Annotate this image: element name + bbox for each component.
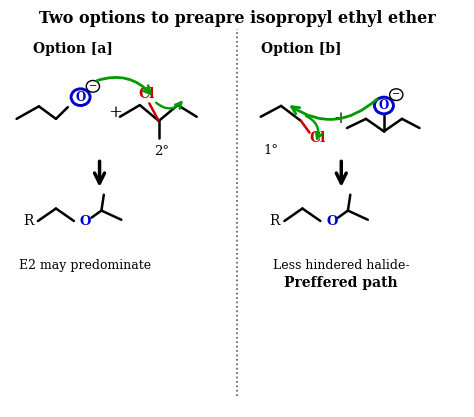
Text: 2°: 2°	[154, 145, 169, 158]
FancyArrowPatch shape	[156, 102, 182, 109]
Text: +: +	[108, 104, 122, 121]
Text: O: O	[326, 214, 337, 228]
Text: Cl: Cl	[310, 131, 326, 146]
Text: O: O	[379, 99, 389, 112]
Text: R: R	[270, 214, 280, 228]
Text: Two options to preapre isopropyl ethyl ether: Two options to preapre isopropyl ethyl e…	[38, 10, 436, 28]
Text: −: −	[392, 90, 401, 99]
Text: +: +	[333, 111, 347, 127]
FancyArrowPatch shape	[306, 116, 322, 139]
Text: R: R	[23, 214, 34, 228]
Text: E2 may predominate: E2 may predominate	[19, 259, 151, 271]
FancyArrowPatch shape	[292, 99, 377, 119]
Text: Preffered path: Preffered path	[284, 276, 398, 290]
Text: Cl: Cl	[139, 87, 155, 101]
Text: O: O	[75, 90, 86, 104]
Text: Option [a]: Option [a]	[33, 42, 113, 56]
Text: Option [b]: Option [b]	[261, 42, 341, 56]
FancyArrowPatch shape	[98, 78, 150, 93]
Text: 1°: 1°	[263, 144, 278, 157]
Text: O: O	[80, 214, 91, 228]
Text: −: −	[89, 82, 97, 91]
Text: Less hindered halide-: Less hindered halide-	[273, 259, 410, 271]
